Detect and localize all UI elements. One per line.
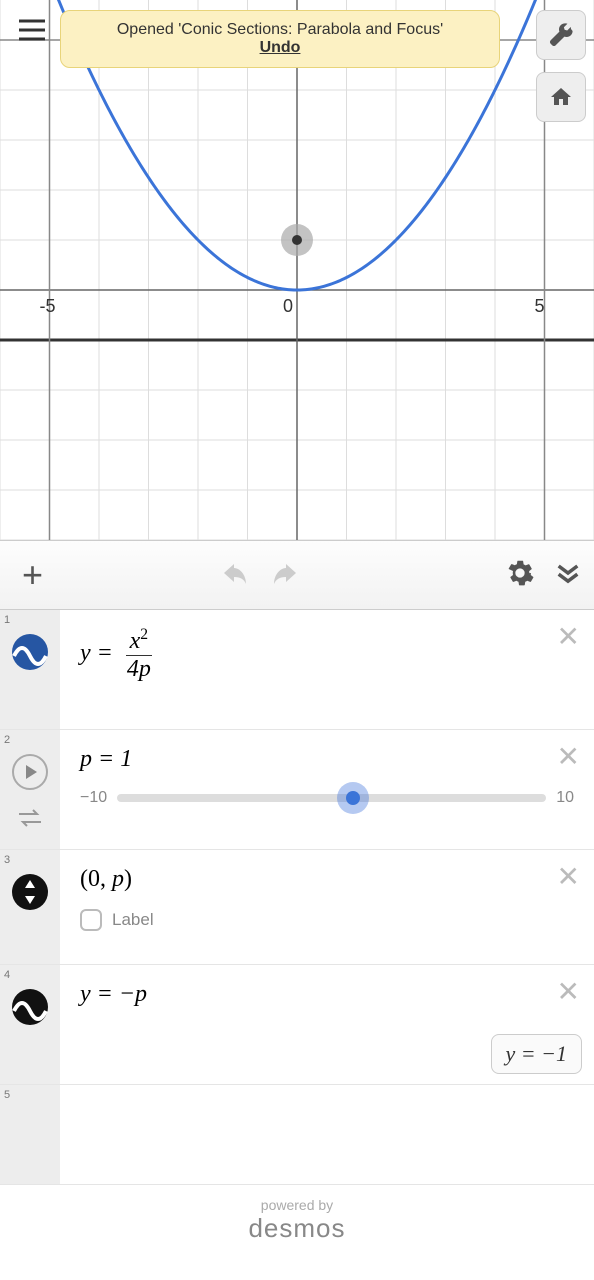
settings-button[interactable] [506, 559, 534, 592]
play-button[interactable] [10, 752, 50, 797]
expression-row-3[interactable]: 3 (0, p) Label ✕ [0, 850, 594, 965]
expr-lhs: y = [80, 640, 119, 666]
delete-row-button[interactable]: ✕ [557, 975, 580, 1008]
expression-row-4[interactable]: 4 y = −p y = −1 ✕ [0, 965, 594, 1085]
slider[interactable]: −10 10 [80, 789, 574, 807]
expression-icon[interactable] [10, 632, 50, 677]
row-number: 2 [4, 734, 10, 746]
wrench-icon [549, 23, 573, 47]
graph-area[interactable]: -5 0 5 Opened 'Conic Sections: Parabola an… [0, 0, 594, 540]
footer: powered by desmos [0, 1185, 594, 1274]
slider-thumb[interactable] [337, 782, 369, 814]
delete-row-button[interactable]: ✕ [557, 860, 580, 893]
svg-text:5: 5 [535, 296, 545, 316]
home-icon [549, 85, 573, 109]
undo-button[interactable] [220, 564, 250, 586]
value-chip: y = −1 [491, 1034, 582, 1074]
delete-row-button[interactable]: ✕ [557, 620, 580, 653]
wrench-button[interactable] [536, 10, 586, 60]
menu-button[interactable] [12, 10, 52, 50]
expression-list: 1 y = x2 4p ✕ 2 p = 1 −10 [0, 610, 594, 1185]
gear-icon [506, 559, 534, 587]
slider-max: 10 [556, 789, 574, 807]
point-icon[interactable] [10, 872, 50, 917]
label-text: Label [112, 910, 154, 930]
label-checkbox[interactable] [80, 909, 102, 931]
svg-text:0: 0 [283, 296, 293, 316]
brand: desmos [0, 1213, 594, 1244]
undo-link[interactable]: Undo [260, 39, 301, 56]
row-number: 4 [4, 969, 10, 981]
row-number: 1 [4, 614, 10, 626]
toast-notification: Opened 'Conic Sections: Parabola and Foc… [60, 10, 500, 68]
delete-row-button[interactable]: ✕ [557, 740, 580, 773]
svg-text:-5: -5 [40, 296, 56, 316]
expr-fraction: x2 4p [123, 626, 155, 683]
expression-row-1[interactable]: 1 y = x2 4p ✕ [0, 610, 594, 730]
slider-track[interactable] [117, 794, 546, 802]
expression-icon[interactable] [10, 987, 50, 1032]
directrix-expression: y = −p [80, 981, 574, 1008]
slider-min: −10 [80, 789, 107, 807]
expression-row-5[interactable]: 5 [0, 1085, 594, 1185]
toast-text: Opened 'Conic Sections: Parabola and Foc… [117, 21, 443, 38]
slider-expression: p = 1 [80, 746, 574, 773]
collapse-button[interactable] [554, 559, 582, 592]
powered-by: powered by [0, 1197, 594, 1213]
expression-row-2[interactable]: 2 p = 1 −10 10 ✕ [0, 730, 594, 850]
add-expression-button[interactable]: + [12, 554, 53, 596]
point-expression: (0, p) [80, 866, 574, 893]
chevron-down-icon [554, 559, 582, 587]
row-number: 5 [4, 1089, 10, 1101]
home-button[interactable] [536, 72, 586, 122]
expression-toolbar: + [0, 540, 594, 610]
loop-button[interactable] [17, 809, 43, 832]
graph-canvas[interactable]: -5 0 5 [0, 0, 594, 540]
redo-button[interactable] [270, 564, 300, 586]
row-number: 3 [4, 854, 10, 866]
